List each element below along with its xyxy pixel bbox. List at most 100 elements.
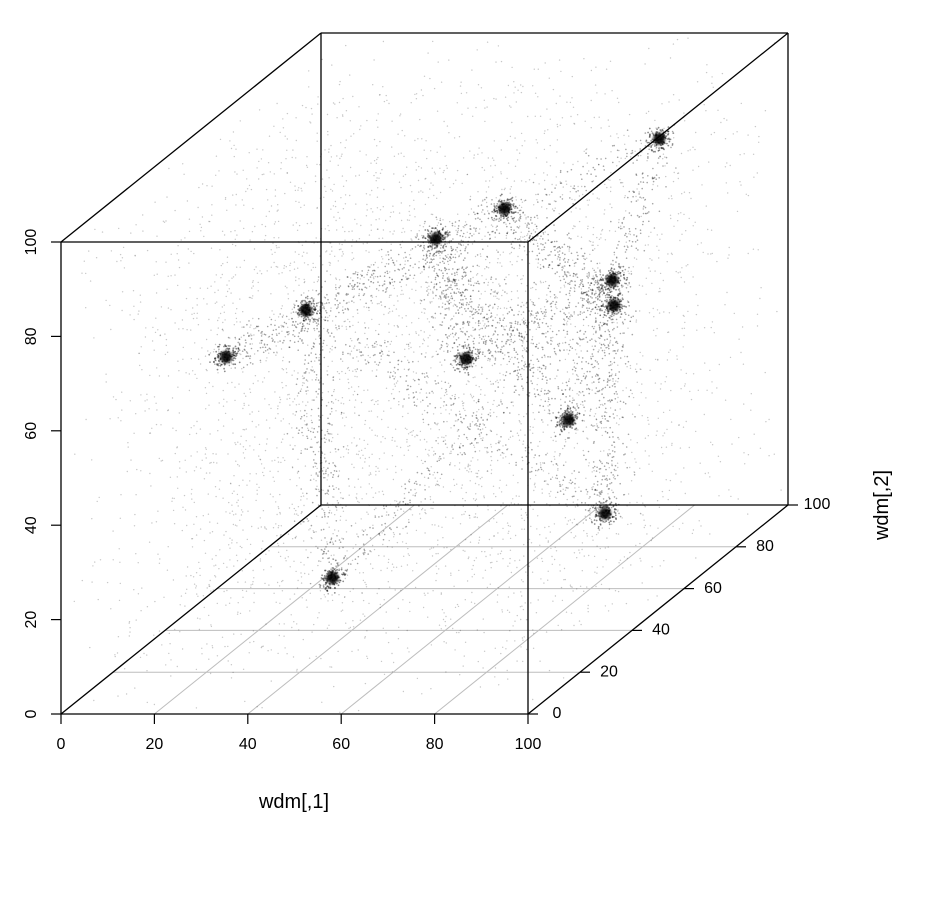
data-point — [687, 150, 689, 152]
data-point — [598, 293, 601, 296]
data-point — [466, 231, 468, 233]
data-point — [151, 427, 153, 429]
data-point — [555, 354, 557, 356]
data-point — [217, 352, 220, 355]
data-point — [466, 252, 469, 254]
data-point — [304, 465, 307, 467]
data-point — [276, 102, 278, 105]
data-point — [263, 474, 265, 477]
data-point — [465, 236, 467, 238]
data-point — [579, 552, 581, 554]
data-point — [342, 538, 345, 540]
data-point — [710, 229, 713, 231]
data-point — [448, 268, 450, 271]
data-point — [317, 564, 319, 567]
data-point — [496, 292, 498, 294]
data-point — [354, 568, 357, 571]
data-point — [199, 618, 201, 620]
data-point — [336, 299, 339, 302]
data-point — [439, 254, 441, 257]
data-point — [159, 558, 161, 560]
data-point — [437, 222, 440, 224]
data-point — [310, 415, 312, 417]
data-point — [740, 184, 742, 186]
data-point — [247, 355, 250, 358]
data-point — [570, 323, 572, 325]
data-point — [486, 318, 489, 321]
data-point — [335, 451, 337, 453]
data-point — [571, 411, 574, 414]
data-point — [635, 258, 638, 260]
data-point — [496, 601, 499, 603]
data-point — [553, 200, 556, 202]
data-point — [491, 547, 493, 549]
data-point — [204, 453, 207, 455]
data-point — [549, 328, 551, 330]
data-point — [568, 250, 570, 252]
data-point — [325, 405, 328, 407]
data-point — [410, 346, 412, 349]
data-point — [363, 306, 365, 308]
data-point — [461, 400, 463, 402]
data-point — [288, 507, 291, 509]
data-point — [281, 272, 283, 274]
data-point — [432, 413, 435, 415]
data-point — [444, 249, 446, 251]
data-point — [368, 251, 370, 253]
data-point — [338, 248, 341, 251]
data-point — [495, 219, 497, 221]
data-point — [229, 482, 232, 484]
data-point — [591, 487, 593, 489]
data-point — [718, 495, 720, 497]
data-point — [282, 325, 284, 327]
data-point — [423, 592, 425, 594]
data-point — [256, 706, 258, 708]
data-point — [553, 523, 556, 525]
data-point — [216, 602, 218, 605]
data-point — [489, 562, 492, 564]
data-point — [596, 284, 599, 286]
data-point — [437, 544, 439, 546]
data-point — [231, 539, 233, 541]
data-point — [403, 454, 405, 456]
data-point — [386, 546, 389, 548]
data-point — [407, 359, 409, 361]
data-point — [577, 185, 579, 188]
data-point — [416, 434, 419, 437]
data-point — [260, 332, 262, 334]
data-point — [610, 151, 612, 153]
data-point — [337, 292, 340, 294]
data-point — [357, 285, 359, 287]
data-point — [373, 160, 376, 162]
data-point — [197, 206, 199, 209]
data-point — [341, 537, 343, 539]
data-point — [314, 320, 316, 323]
data-point — [284, 557, 286, 559]
data-point — [177, 386, 179, 388]
data-point — [267, 199, 269, 201]
data-point — [270, 266, 272, 268]
data-point — [611, 373, 613, 375]
data-point — [493, 140, 495, 142]
data-point — [572, 259, 574, 261]
data-point — [509, 306, 512, 309]
data-point — [598, 349, 600, 351]
data-point — [294, 304, 296, 307]
data-point — [554, 377, 556, 380]
data-point — [697, 243, 699, 246]
data-point — [408, 519, 410, 521]
data-point — [166, 196, 168, 198]
data-point — [319, 312, 321, 315]
data-point — [331, 349, 333, 351]
data-point — [385, 94, 387, 97]
data-point — [242, 311, 244, 313]
data-point — [582, 193, 584, 196]
data-point — [486, 106, 488, 108]
data-point — [364, 286, 367, 289]
data-point — [507, 524, 510, 527]
data-point — [634, 458, 636, 460]
data-point — [402, 275, 405, 277]
data-point — [556, 375, 558, 377]
data-point — [469, 232, 472, 235]
data-point — [597, 244, 599, 247]
